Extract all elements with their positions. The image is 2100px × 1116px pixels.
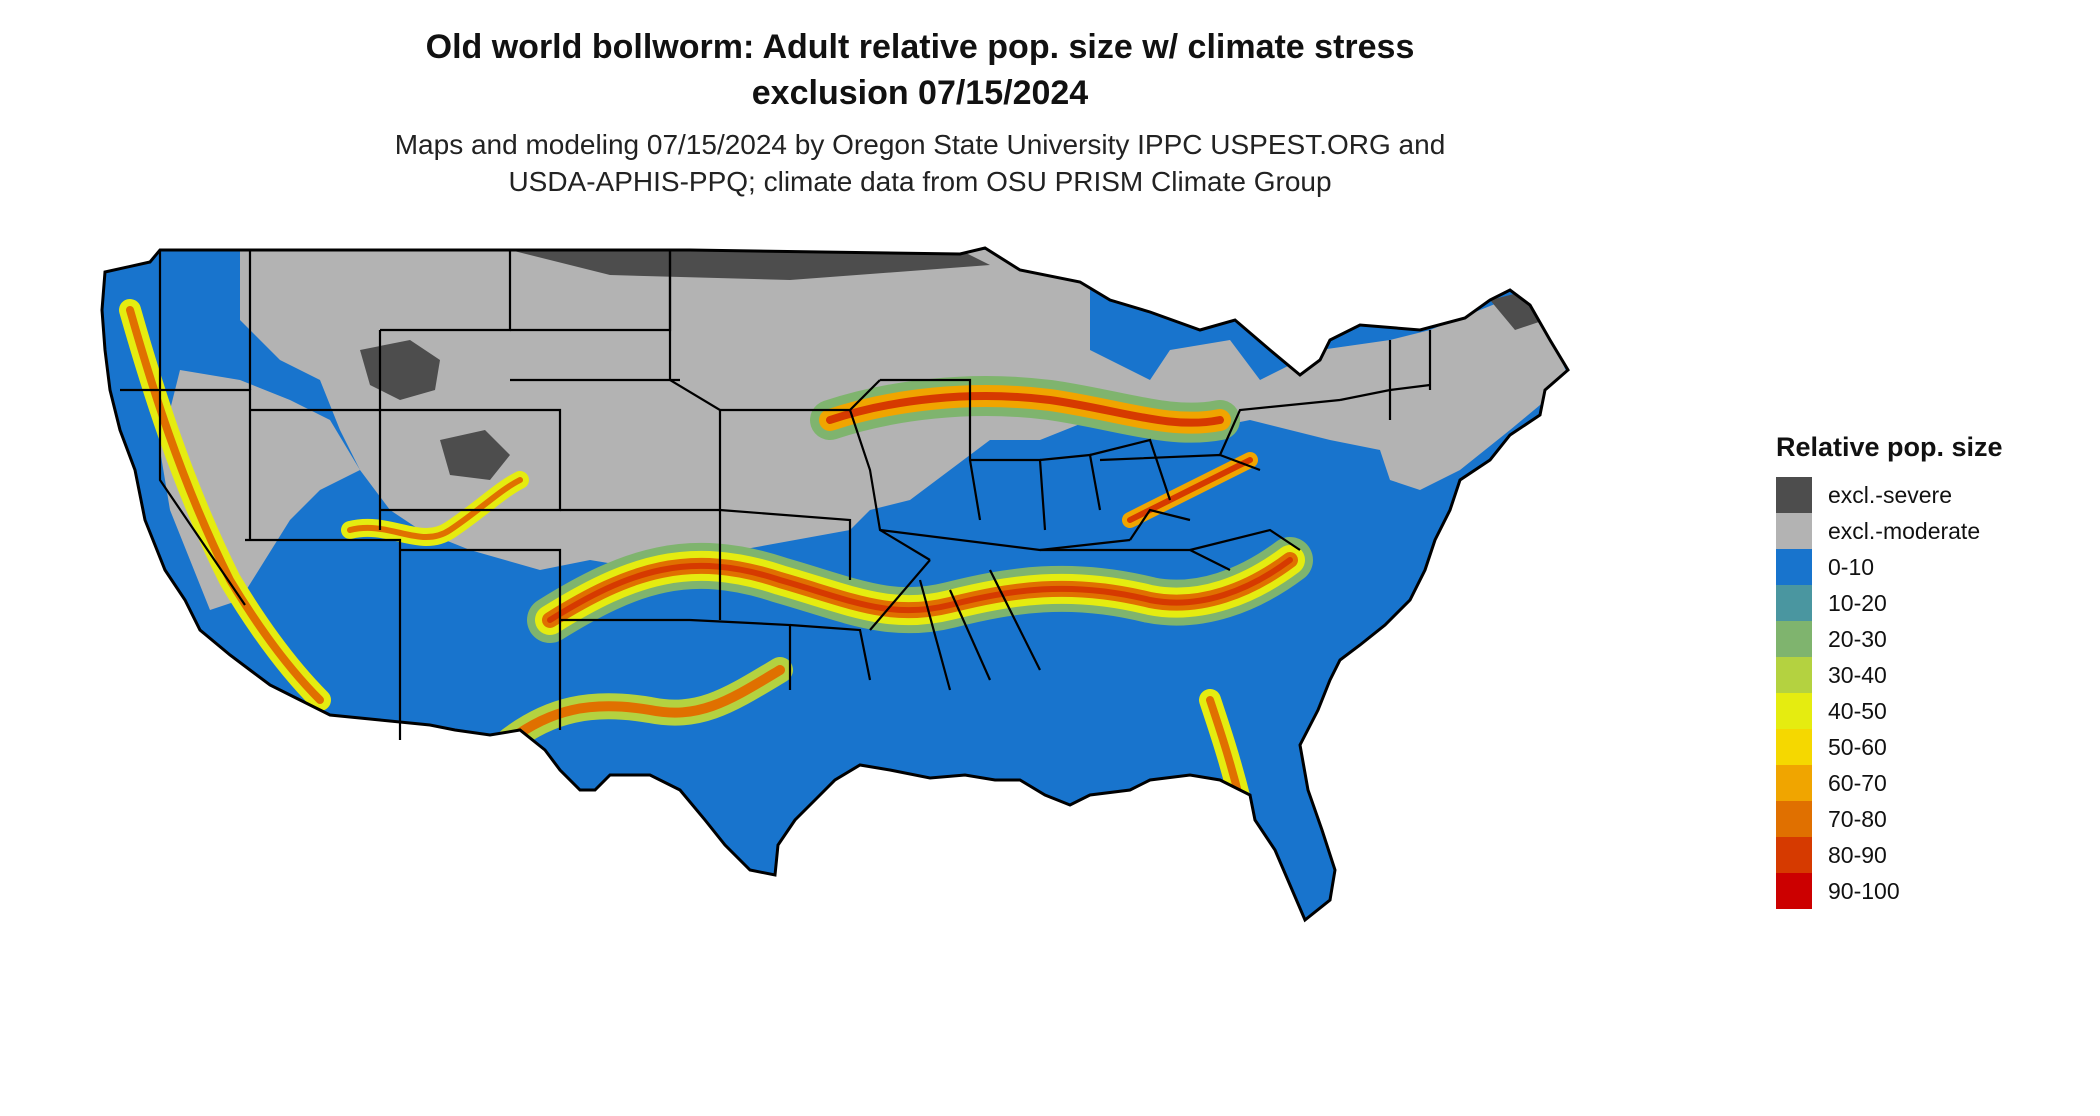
legend-item: excl.-severe [1776, 477, 2003, 513]
legend-item: 90-100 [1776, 873, 2003, 909]
legend-item: 0-10 [1776, 549, 2003, 585]
map-title-line1: Old world bollworm: Adult relative pop. … [425, 28, 1415, 66]
legend-label: 10-20 [1828, 589, 1887, 616]
legend-label: excl.-severe [1828, 481, 1952, 508]
us-risk-map [100, 246, 1570, 922]
excl-severe-colorado [440, 430, 510, 480]
legend-swatch [1776, 765, 1812, 801]
legend-label: 0-10 [1828, 553, 1875, 580]
legend-label: 60-70 [1828, 769, 1887, 796]
legend-swatch [1776, 549, 1812, 585]
excl-severe-north [510, 250, 990, 280]
legend-title: Relative pop. size [1776, 432, 2003, 462]
legend-swatch [1776, 657, 1812, 693]
legend-label: 70-80 [1828, 805, 1887, 832]
legend-items: excl.-severe excl.-moderate 0-10 10-20 20-30… [1776, 477, 2003, 909]
legend-label: 40-50 [1828, 697, 1887, 724]
legend-swatch [1776, 621, 1812, 657]
legend-item: 30-40 [1776, 657, 2003, 693]
legend-label: 80-90 [1828, 841, 1887, 868]
legend-swatch [1776, 477, 1812, 513]
legend-item: 10-20 [1776, 585, 2003, 621]
legend-label: 20-30 [1828, 625, 1887, 652]
legend-swatch [1776, 585, 1812, 621]
map-subtitle-line1: Maps and modeling 07/15/2024 by Oregon S… [394, 129, 1446, 160]
state-boundaries [120, 250, 1432, 740]
legend: Relative pop. size excl.-severe excl.-mod… [1776, 432, 2003, 909]
legend-swatch [1776, 801, 1812, 837]
map-fill [102, 248, 1568, 920]
legend-item: 80-90 [1776, 837, 2003, 873]
legend-swatch [1776, 513, 1812, 549]
legend-item: 20-30 [1776, 621, 2003, 657]
legend-item: 70-80 [1776, 801, 2003, 837]
legend-swatch [1776, 837, 1812, 873]
legend-item: excl.-moderate [1776, 513, 2003, 549]
legend-label: 90-100 [1828, 877, 1900, 904]
risk-bands [119, 299, 1313, 811]
map-subtitle-line2: USDA-APHIS-PPQ; climate data from OSU PR… [508, 166, 1332, 197]
legend-label: excl.-moderate [1828, 517, 1981, 544]
legend-item: 60-70 [1776, 765, 2003, 801]
legend-label: 30-40 [1828, 661, 1887, 688]
legend-item: 40-50 [1776, 693, 2003, 729]
legend-label: 50-60 [1828, 733, 1887, 760]
legend-swatch [1776, 729, 1812, 765]
legend-item: 50-60 [1776, 729, 2003, 765]
map-title-line2: exclusion 07/15/2024 [751, 74, 1089, 112]
legend-swatch [1776, 873, 1812, 909]
legend-swatch [1776, 693, 1812, 729]
